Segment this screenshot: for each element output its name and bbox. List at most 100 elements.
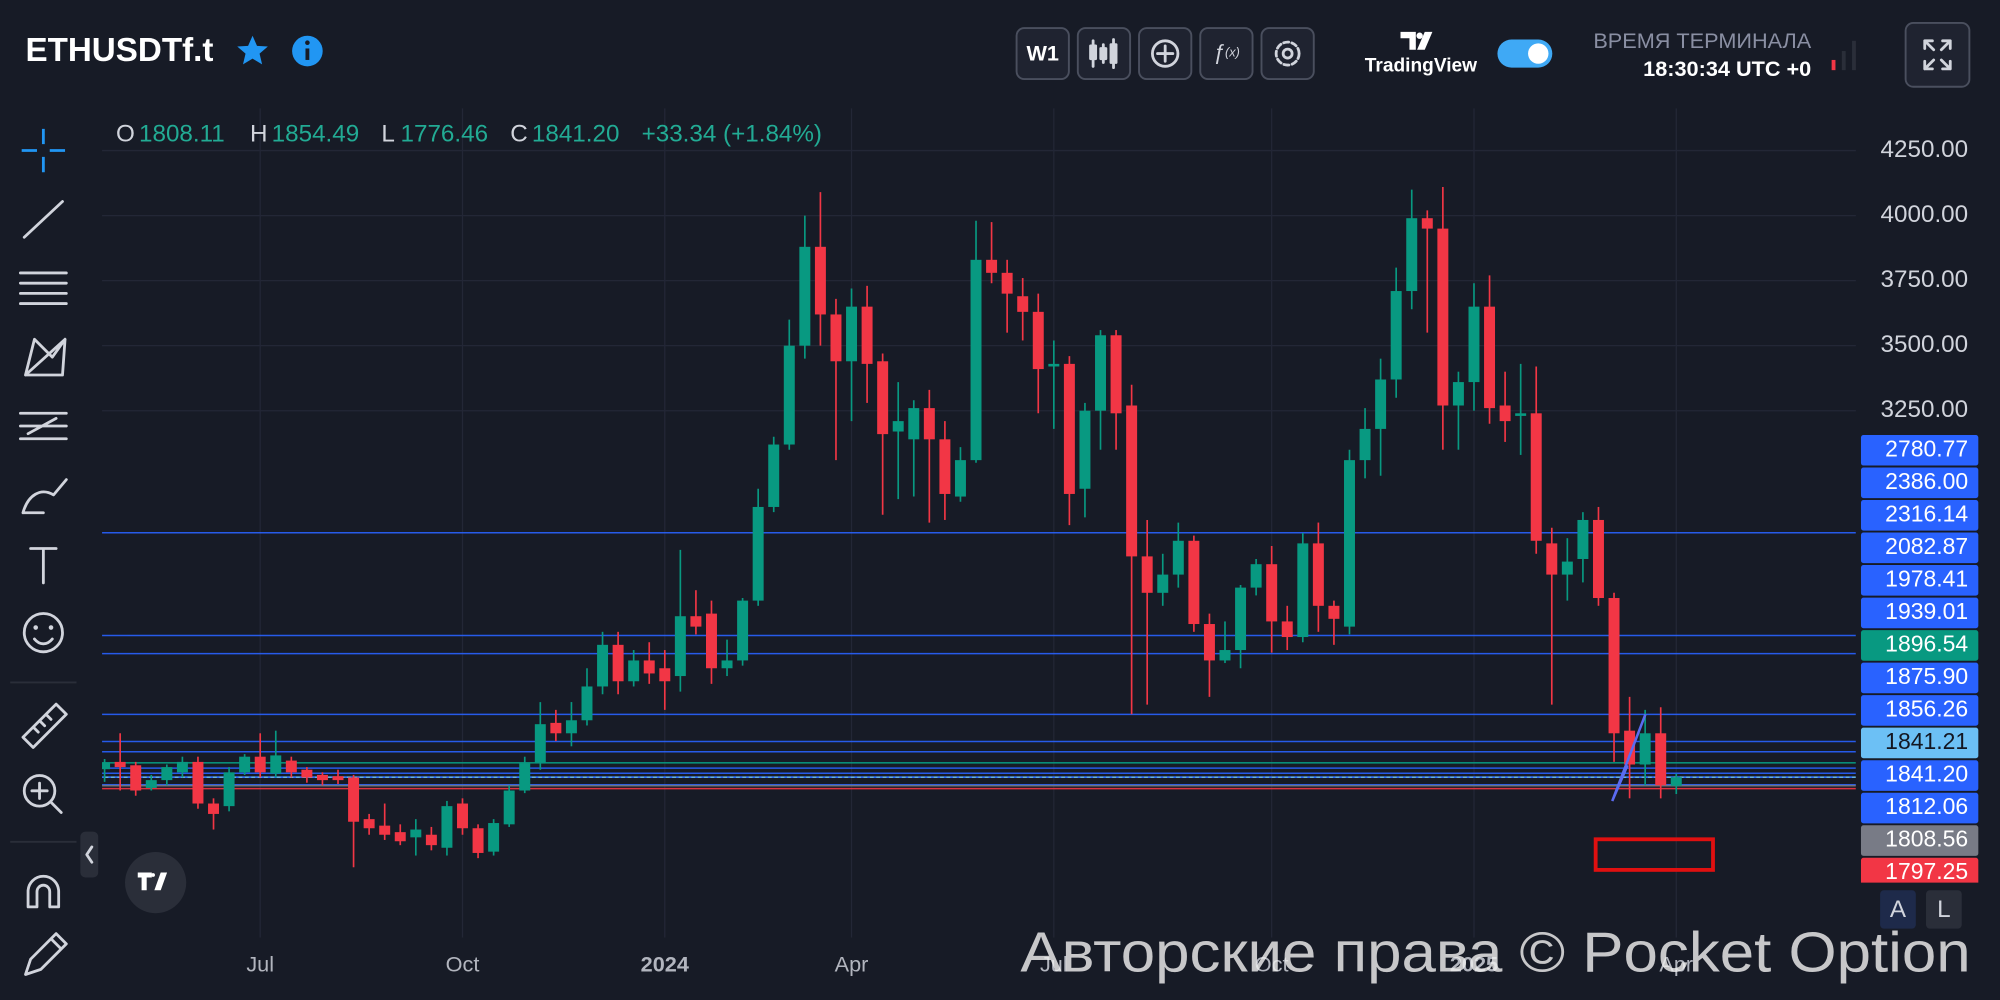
candle-body <box>814 246 826 315</box>
candle-body <box>332 776 344 781</box>
top-bar: ETHUSDTf.t W1 ƒ(x) Tr <box>26 22 1971 88</box>
pattern-tool[interactable] <box>24 337 67 377</box>
candle-body <box>1017 296 1029 312</box>
price-tag <box>1860 630 1979 661</box>
x-tick-label: Jul <box>1040 951 1068 976</box>
settings-button[interactable] <box>1260 27 1315 81</box>
terminal-time-label: ВРЕМЯ ТЕРМИНАЛА <box>1593 28 1811 53</box>
scale-button-label: L <box>1937 896 1950 923</box>
candle-body <box>114 761 126 768</box>
candle-body <box>441 806 453 848</box>
timeframe: W1 <box>1026 41 1059 66</box>
candle-body <box>705 613 717 669</box>
watermark: Авторские права © Pocket Option <box>1020 920 1970 983</box>
highlight-box <box>1593 837 1715 872</box>
favorite-star[interactable] <box>237 35 268 65</box>
candle-body <box>519 763 531 791</box>
price-tags: 2780.77 2386.00 2316.14 2082.87 1978.41 1939.… <box>1860 434 1979 883</box>
candle-body <box>752 506 764 601</box>
fib-tool[interactable] <box>19 271 68 305</box>
candle-body <box>783 345 795 445</box>
x-tick-label: Apr <box>835 951 869 976</box>
ohlc-legend: O 1808.11 H 1854.49 L 1776.46 C 1841.20 … <box>116 121 822 148</box>
toolbar-collapse[interactable] <box>80 831 99 878</box>
candle-body <box>1219 650 1231 661</box>
candle-body <box>503 790 515 825</box>
candle-body <box>830 314 842 362</box>
trend-line-tool[interactable] <box>22 200 64 239</box>
price-tag <box>1860 434 1979 466</box>
brand-name: TradingView <box>1365 55 1477 76</box>
candle-body <box>1235 587 1247 651</box>
x-tick-label: Apr <box>1659 951 1693 976</box>
chart-type-button[interactable] <box>1076 27 1132 81</box>
candle-body <box>799 246 811 346</box>
price-tag <box>1860 532 1979 564</box>
candle-body <box>1328 605 1340 619</box>
candle-body <box>1515 413 1527 416</box>
y-tick-label: 4000.00 <box>1881 201 1969 228</box>
candle-body <box>970 259 982 461</box>
price-tag-label: 1896.54 <box>1885 630 1968 656</box>
candle-body <box>1095 335 1106 411</box>
timeframe-button[interactable]: W1 <box>1015 27 1070 81</box>
price-tag <box>1860 760 1979 791</box>
drawing-lines[interactable] <box>1611 713 1647 802</box>
candle-body <box>690 616 702 627</box>
candle-body <box>659 668 671 682</box>
candle-body <box>145 780 157 788</box>
candle-body <box>1126 405 1138 557</box>
price-tag-label: 1841.21 <box>1885 728 1968 754</box>
candle-body <box>1624 730 1636 765</box>
forecast-tool[interactable] <box>19 411 68 441</box>
ohlc-change: +33.34 (+1.84%) <box>642 121 822 148</box>
y-tick-label: 3750.00 <box>1881 266 1969 293</box>
candle-body <box>161 767 173 781</box>
symbol[interactable]: ETHUSDTf.t <box>26 32 214 69</box>
candle-body <box>877 361 889 435</box>
candle-body <box>239 756 251 773</box>
magnet-tool[interactable] <box>26 874 61 909</box>
price-tag-label: 2316.14 <box>1885 500 1968 526</box>
zoom-tool[interactable] <box>22 774 63 814</box>
tv-badge[interactable] <box>125 852 187 914</box>
plot-area <box>102 186 1856 868</box>
candle-body <box>102 762 111 770</box>
brush-tool[interactable] <box>21 478 68 515</box>
candle-body <box>1063 363 1075 494</box>
candle-body <box>316 774 328 781</box>
candle-body <box>721 660 733 669</box>
price-tag-label: 1841.20 <box>1885 761 1968 787</box>
candle-body <box>192 761 204 804</box>
info-button[interactable] <box>292 35 323 67</box>
candle-body <box>643 660 655 674</box>
scale-button[interactable]: A <box>1880 890 1916 929</box>
candle-body <box>363 819 375 829</box>
fullscreen-button[interactable] <box>1904 22 1971 88</box>
emoji-tool[interactable] <box>22 612 64 654</box>
toggle[interactable] <box>1497 39 1553 68</box>
drawing-toolbar <box>10 128 99 976</box>
candle-body <box>410 829 422 838</box>
crosshair-tool[interactable] <box>21 128 66 173</box>
scale-button[interactable]: L <box>1926 890 1962 929</box>
candle-body <box>176 761 188 773</box>
indicators-button[interactable]: ƒ(x) <box>1199 27 1254 81</box>
compare-button[interactable] <box>1138 27 1193 81</box>
lock-drawings-tool[interactable] <box>24 932 68 976</box>
price-tag-label: 2386.00 <box>1885 468 1968 494</box>
price-tag <box>1860 597 1979 629</box>
candle-body <box>1344 460 1355 627</box>
candle-body <box>1639 733 1651 765</box>
candle-body <box>534 724 546 764</box>
candle-body <box>285 760 297 773</box>
terminal-time: 18:30:34 UTC +0 <box>1643 56 1811 81</box>
candle-body <box>1266 564 1278 622</box>
text-tool[interactable] <box>29 547 58 585</box>
price-tag-label: 2082.87 <box>1885 533 1968 559</box>
x-tick-label: Oct <box>446 951 480 976</box>
ruler-tool[interactable] <box>21 702 68 749</box>
candle-body <box>1390 291 1402 380</box>
